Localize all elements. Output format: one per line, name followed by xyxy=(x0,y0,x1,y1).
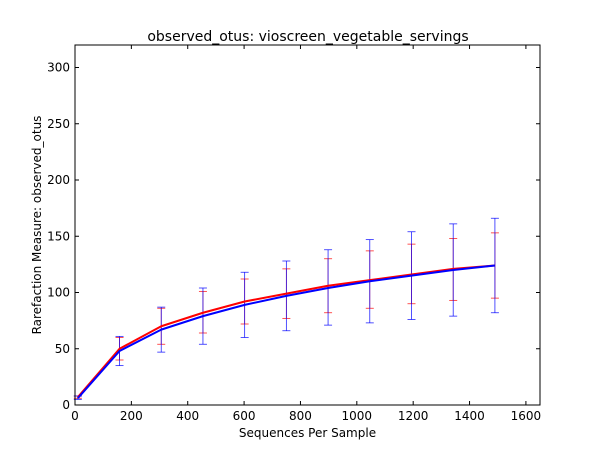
y-tick-label: 0 xyxy=(62,398,70,412)
x-tick-label: 1200 xyxy=(398,409,429,423)
plot-frame xyxy=(74,44,541,406)
x-tick-label: 0 xyxy=(71,409,79,423)
x-tick-label: 1600 xyxy=(511,409,542,423)
y-tick-label: 300 xyxy=(47,61,70,75)
y-axis-label: Rarefaction Measure: observed_otus xyxy=(30,116,44,335)
series-line-2 xyxy=(77,264,496,399)
x-axis-label: Sequences Per Sample xyxy=(239,426,376,440)
x-tick-label: 600 xyxy=(233,409,256,423)
y-tick-label: 50 xyxy=(55,342,70,356)
x-tick-label: 1000 xyxy=(342,409,373,423)
x-tick-label: 1400 xyxy=(454,409,485,423)
x-tick-label: 400 xyxy=(176,409,199,423)
chart-title: observed_otus: vioscreen_vegetable_servi… xyxy=(147,29,468,45)
x-tick-label: 200 xyxy=(120,409,143,423)
series-line-1 xyxy=(77,264,495,398)
y-tick-label: 150 xyxy=(47,229,70,243)
x-tick-label: 800 xyxy=(289,409,312,423)
y-tick-label: 200 xyxy=(47,173,70,187)
y-tick-label: 250 xyxy=(47,117,70,131)
y-tick-label: 100 xyxy=(47,286,70,300)
